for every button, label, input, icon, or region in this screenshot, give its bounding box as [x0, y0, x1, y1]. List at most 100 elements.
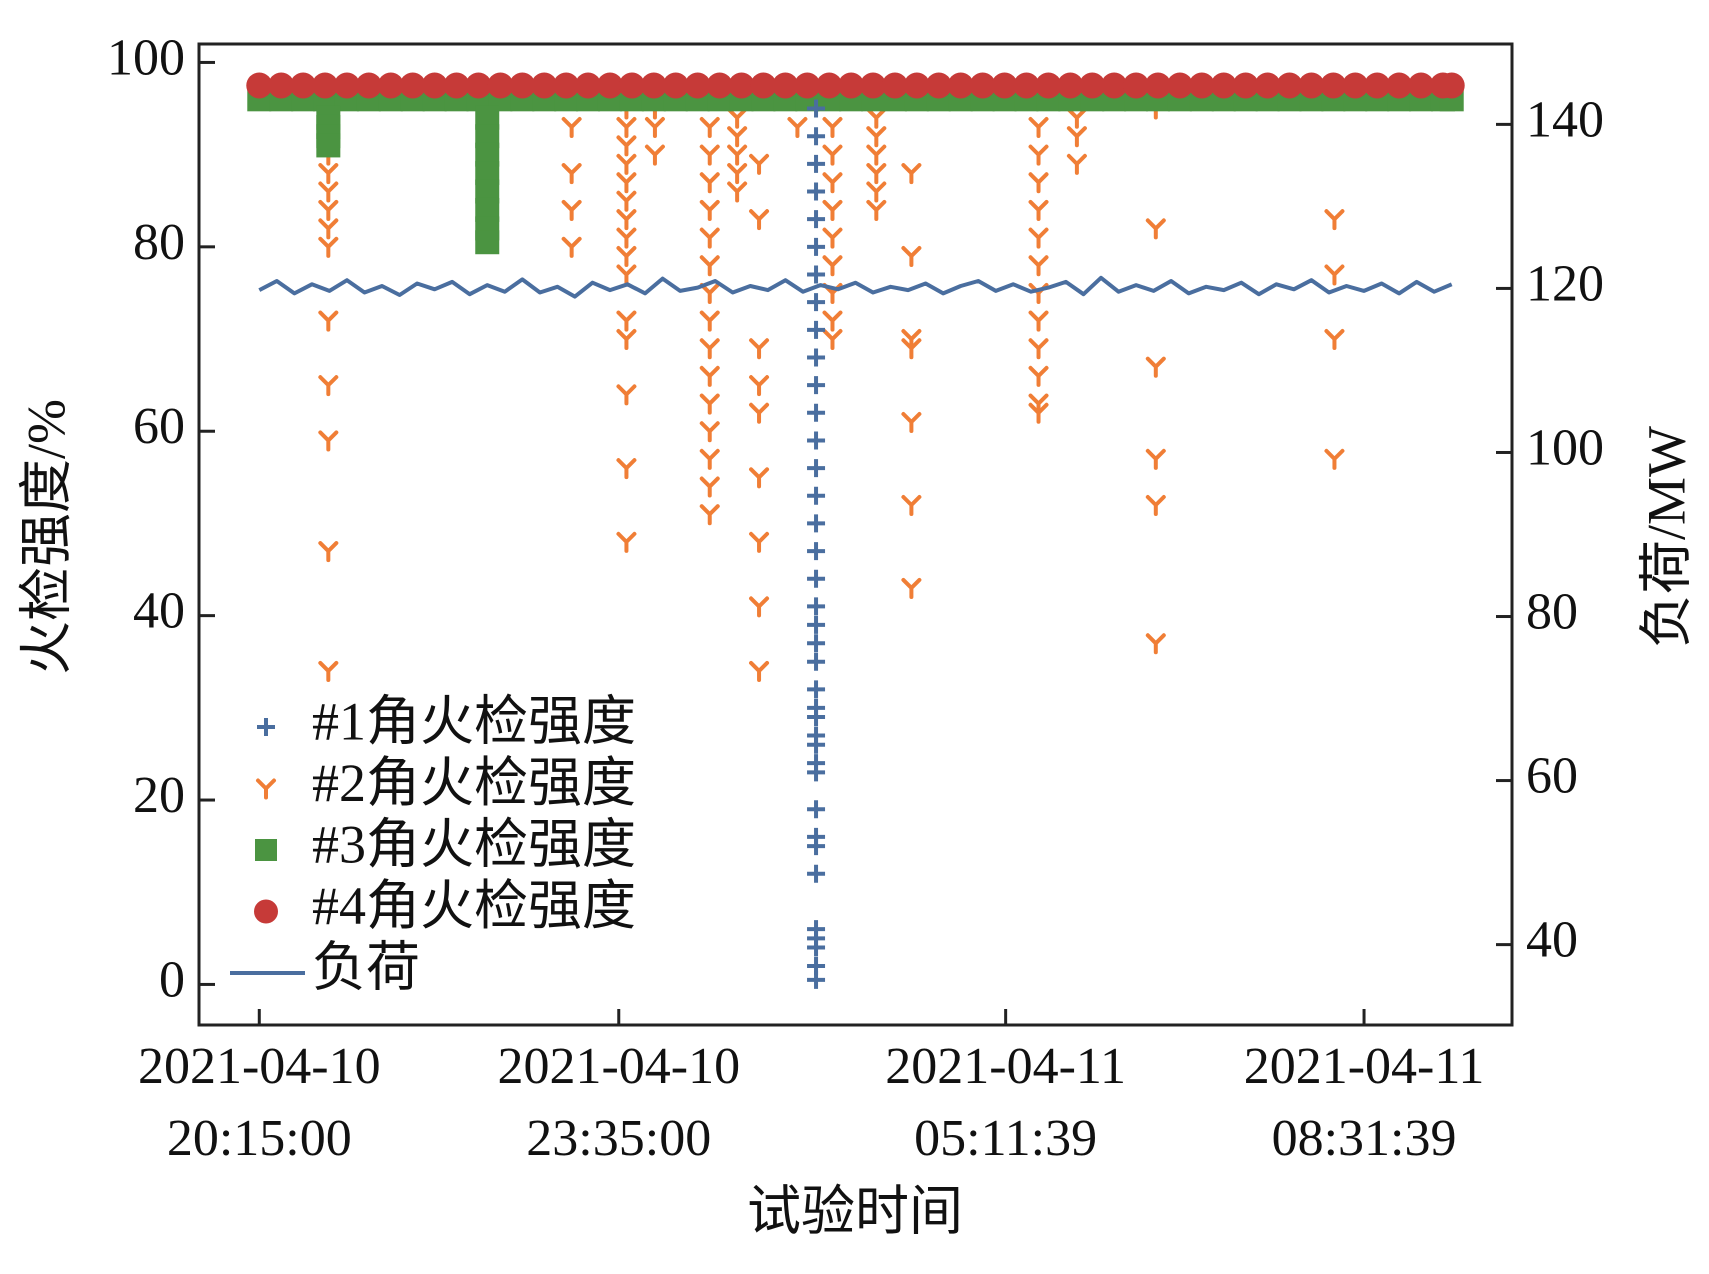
- point: [318, 310, 339, 332]
- point: [1101, 72, 1128, 99]
- point: [807, 514, 826, 533]
- point: [807, 459, 826, 478]
- point: [640, 72, 667, 99]
- point: [699, 116, 720, 138]
- point: [816, 72, 843, 99]
- point: [1066, 107, 1087, 129]
- point: [699, 199, 720, 221]
- point: [1028, 310, 1049, 332]
- point: [881, 72, 908, 99]
- point: [807, 320, 826, 339]
- y2-tick-label: 60: [1526, 748, 1578, 805]
- point: [901, 338, 922, 360]
- point: [1035, 72, 1062, 99]
- point: [377, 72, 404, 99]
- point: [1028, 402, 1049, 424]
- point: [616, 190, 637, 212]
- point: [561, 236, 582, 258]
- point: [644, 116, 665, 138]
- point: [822, 199, 843, 221]
- point: [1324, 264, 1345, 286]
- point: [1057, 72, 1084, 99]
- point: [290, 72, 317, 99]
- x-tick-label: 2021-04-10 20:15:00: [138, 1038, 381, 1167]
- point: [749, 467, 770, 489]
- point: [866, 163, 887, 185]
- point: [947, 72, 974, 99]
- point: [749, 338, 770, 360]
- point: [860, 72, 887, 99]
- point: [399, 72, 426, 99]
- point: [699, 227, 720, 249]
- x-tick-label: 2021-04-11 08:31:39: [1244, 1038, 1485, 1167]
- point: [1028, 365, 1049, 387]
- point: [699, 172, 720, 194]
- y2-tick-label: 40: [1526, 912, 1578, 969]
- point: [699, 476, 720, 498]
- load-line: [258, 275, 1453, 299]
- point: [822, 329, 843, 351]
- point: [318, 199, 339, 221]
- point: [807, 265, 826, 284]
- point: [699, 144, 720, 166]
- point: [616, 246, 637, 268]
- point: [749, 660, 770, 682]
- point: [1210, 72, 1237, 99]
- point: [1364, 72, 1391, 99]
- legend-label: 负荷: [312, 937, 420, 997]
- point: [866, 199, 887, 221]
- point: [644, 144, 665, 166]
- point: [1276, 72, 1303, 99]
- point: [807, 237, 826, 256]
- point: [807, 99, 826, 118]
- point: [1386, 72, 1413, 99]
- point: [807, 938, 826, 957]
- point: [699, 310, 720, 332]
- point: [616, 384, 637, 406]
- point: [807, 864, 826, 883]
- point: [749, 596, 770, 618]
- point: [553, 72, 580, 99]
- plot-frame: [197, 42, 1514, 1027]
- point: [312, 72, 339, 99]
- point: [807, 634, 826, 653]
- y-tick-label: 20: [133, 767, 185, 824]
- point: [699, 282, 720, 304]
- point: [866, 144, 887, 166]
- point: [1408, 72, 1435, 99]
- point: [749, 209, 770, 231]
- point: [1254, 72, 1281, 99]
- point: [355, 72, 382, 99]
- point: [246, 72, 273, 99]
- point: [1232, 72, 1259, 99]
- point: [1324, 329, 1345, 351]
- point: [1028, 116, 1049, 138]
- point: [794, 72, 821, 99]
- point: [616, 172, 637, 194]
- point: [1028, 338, 1049, 360]
- point: [903, 72, 930, 99]
- point: [807, 615, 826, 634]
- point: [749, 402, 770, 424]
- point: [727, 126, 748, 148]
- point: [807, 210, 826, 229]
- point: [1324, 209, 1345, 231]
- point: [1188, 72, 1215, 99]
- point: [1166, 72, 1193, 99]
- y2-tick-label: 120: [1526, 255, 1604, 312]
- x-tick-label: 2021-04-11 05:11:39: [885, 1038, 1126, 1167]
- point: [616, 329, 637, 351]
- legend-label: #4角火检强度: [312, 876, 636, 936]
- point: [699, 255, 720, 277]
- point: [318, 181, 339, 203]
- point: [807, 486, 826, 505]
- legend-label: #1角火检强度: [312, 691, 636, 751]
- point: [699, 393, 720, 415]
- legend-marker: [254, 899, 278, 924]
- point: [1145, 494, 1166, 516]
- point: [807, 970, 826, 989]
- point: [475, 230, 500, 255]
- x-axis-label: 试验时间: [747, 1181, 963, 1241]
- point: [1123, 72, 1150, 99]
